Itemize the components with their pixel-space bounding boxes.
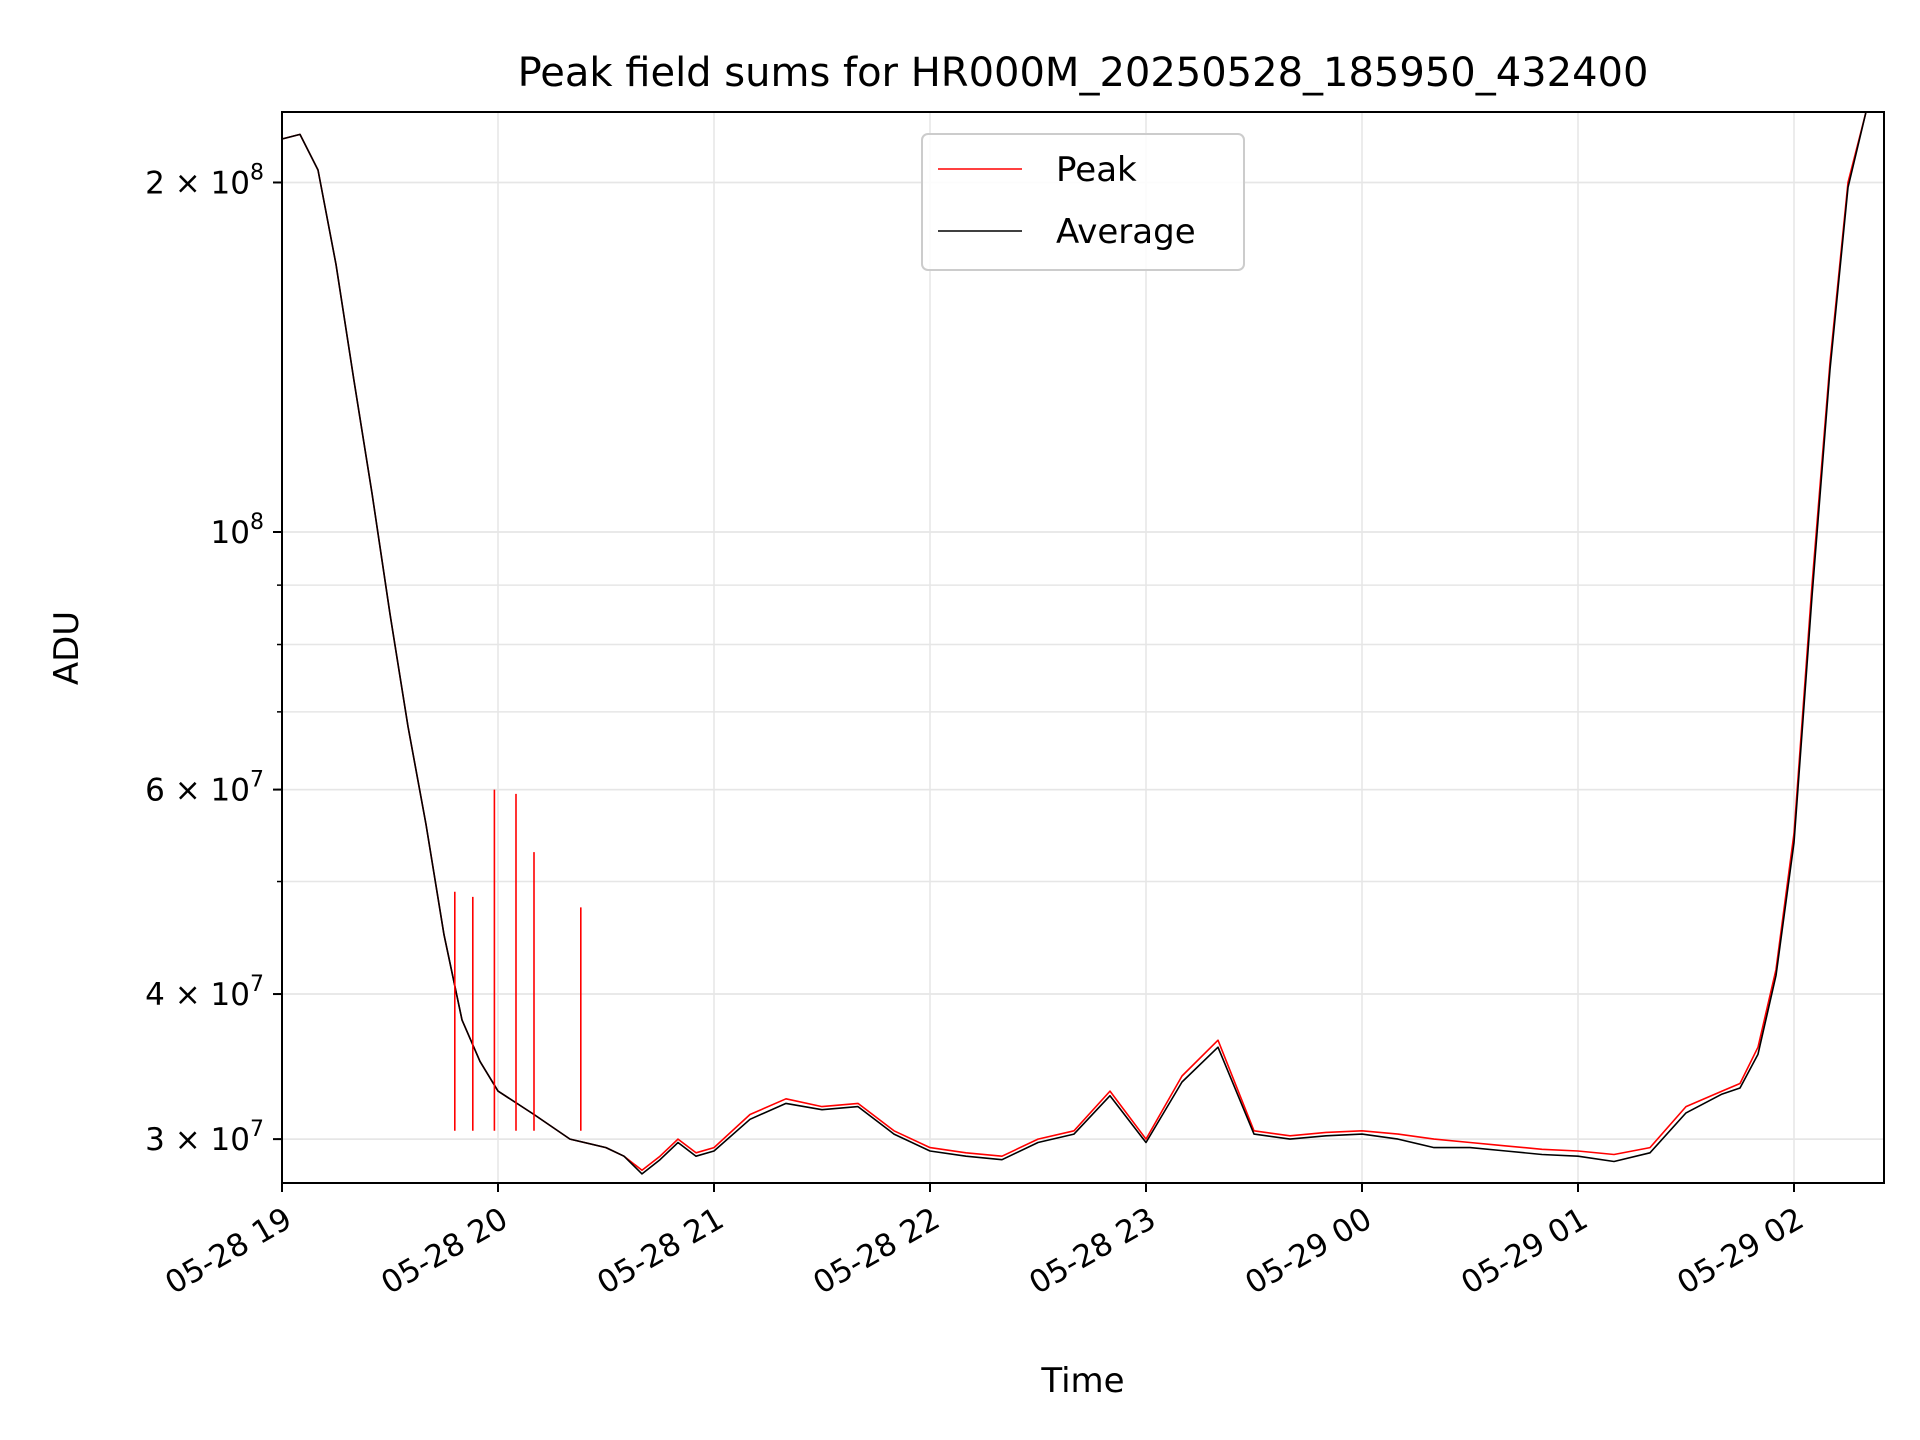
x-tick-label: 05-28 20: [375, 1201, 514, 1302]
x-tick-label: 05-28 19: [159, 1201, 298, 1302]
x-axis: 05-28 19 05-28 20 05-28 21 05-28 22 05-28 23…: [159, 1183, 1810, 1302]
plot-frame: [281, 111, 1885, 1184]
x-tick-label: 05-29 02: [1671, 1201, 1810, 1302]
y-tick-label: 108: [211, 510, 264, 551]
series-line-average: [281, 111, 1867, 1175]
legend-label-peak: Peak: [1056, 150, 1137, 190]
legend: Peak Average: [921, 133, 1245, 271]
series-lines: [281, 111, 1867, 1175]
legend-box: [921, 133, 1245, 271]
x-tick-label: 05-28 23: [1023, 1201, 1162, 1302]
chart-title: Peak field sums for HR000M_20250528_1859…: [518, 50, 1649, 96]
x-axis-label: Time: [1040, 1361, 1124, 1401]
y-tick-label: 3 × 107: [145, 1117, 264, 1158]
x-tick-label: 05-28 21: [591, 1201, 730, 1302]
legend-label-average: Average: [1056, 212, 1196, 252]
y-axis: 3 × 107 4 × 107 6 × 107 108 2 × 108: [145, 160, 282, 1158]
x-tick-label: 05-28 22: [807, 1201, 946, 1302]
y-tick-label: 4 × 107: [145, 972, 264, 1013]
x-tick-label: 05-29 01: [1455, 1201, 1594, 1302]
grid: [281, 112, 1884, 1183]
y-tick-label: 2 × 108: [145, 160, 264, 201]
x-tick-label: 05-29 00: [1239, 1201, 1378, 1302]
y-tick-label: 6 × 107: [145, 768, 264, 809]
y-axis-label: ADU: [47, 611, 87, 685]
